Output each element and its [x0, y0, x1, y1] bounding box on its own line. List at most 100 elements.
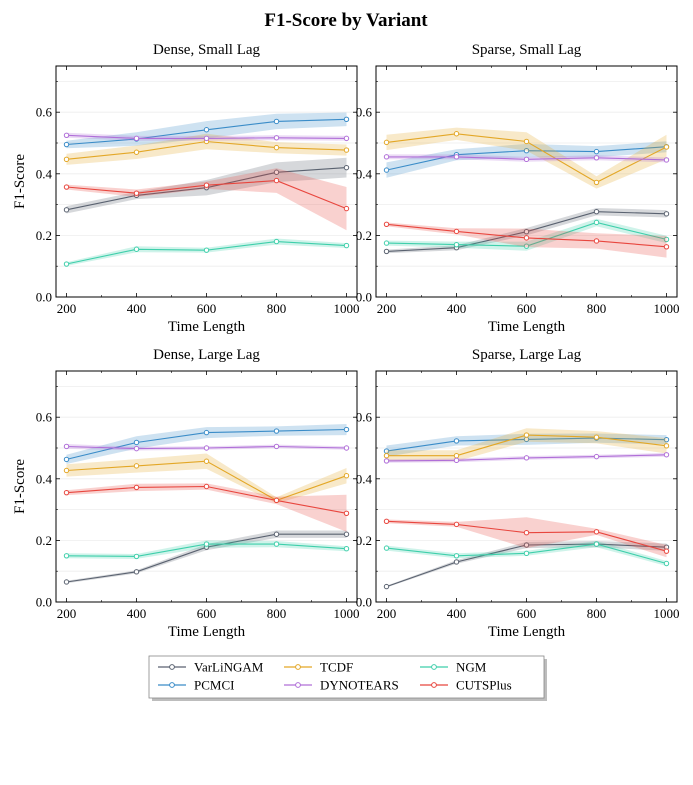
series-tcdf [383, 127, 670, 189]
panel-sparse-small-lag: 200 400 600 800 1000 0.0 0.2 0.4 0.6 Sparse, Smal… [356, 42, 680, 335]
y-axis-label: F1-Score [12, 154, 28, 209]
x-axis-label: Time Length [488, 624, 566, 640]
y-tick-label: 0.4 [36, 471, 53, 486]
figure-title: F1-Score by Variant [264, 10, 428, 31]
data-point [593, 238, 600, 244]
y-tick-label: 0.6 [356, 105, 373, 120]
legend: VarLiNGAM TCDF NGM PCMCI DYNOTEARS CUTSPlus [148, 655, 547, 701]
data-point [273, 177, 280, 184]
x-tick-label: 200 [57, 606, 77, 621]
series-ngm [63, 238, 350, 267]
series-dynotears [63, 443, 350, 452]
data-point [453, 553, 460, 559]
data-point [383, 458, 390, 464]
data-point [383, 453, 390, 459]
legend-label: DYNOTEARS [320, 678, 399, 693]
y-tick-label: 0.2 [356, 533, 372, 548]
series-dynotears [383, 154, 670, 163]
x-tick-label: 200 [377, 606, 397, 621]
data-point [273, 144, 280, 151]
data-point [593, 453, 600, 460]
data-point [593, 208, 600, 215]
data-point [663, 236, 670, 243]
data-point [663, 452, 670, 458]
data-point [593, 179, 600, 186]
data-point [133, 135, 140, 142]
axes-frame [375, 370, 678, 603]
data-point [63, 141, 70, 148]
y-tick-label: 0.0 [36, 290, 52, 305]
series-ngm [383, 541, 670, 567]
x-axis-label: Time Length [488, 319, 566, 335]
data-point [523, 550, 530, 557]
data-point [273, 497, 280, 504]
data-point [383, 545, 390, 551]
panel-title: Dense, Small Lag [153, 42, 261, 58]
data-point [523, 235, 530, 241]
data-point [273, 118, 280, 125]
data-point [343, 510, 350, 516]
y-tick-label: 0.4 [356, 166, 373, 181]
legend-entry-tcdf: TCDF [284, 660, 353, 675]
legend-entry-cutsplus: CUTSPlus [420, 678, 512, 693]
data-point [593, 155, 600, 161]
data-point [63, 579, 70, 585]
panel-title: Dense, Large Lag [153, 347, 260, 363]
data-point [273, 238, 280, 245]
data-point [63, 489, 70, 496]
data-point [453, 453, 460, 459]
data-point [133, 149, 140, 155]
data-point [63, 443, 70, 450]
data-point [343, 242, 350, 249]
data-point [383, 221, 390, 228]
x-tick-label: 600 [197, 301, 217, 316]
panel-dense-large-lag: 200 400 600 800 1000 0.0 0.2 0.4 0.6 Dense, Large… [12, 347, 360, 640]
data-point [203, 483, 210, 490]
confidence-band [66, 133, 347, 165]
data-point [273, 541, 280, 547]
data-point [133, 190, 140, 196]
data-point [63, 467, 70, 474]
data-point [203, 135, 210, 142]
legend-label: VarLiNGAM [194, 660, 264, 675]
series-cutsplus [383, 221, 670, 258]
data-point [203, 182, 210, 188]
data-point [593, 434, 600, 440]
legend-entry-varlingam: VarLiNGAM [158, 660, 264, 675]
x-tick-label: 800 [267, 606, 287, 621]
y-tick-label: 0.2 [356, 228, 372, 243]
data-point [453, 521, 460, 528]
x-tick-label: 1000 [654, 301, 680, 316]
x-axis-label: Time Length [168, 319, 246, 335]
data-point [343, 473, 350, 479]
data-point [453, 228, 460, 235]
data-point [133, 246, 140, 252]
data-point [63, 132, 70, 139]
data-point [63, 456, 70, 463]
x-tick-label: 200 [377, 301, 397, 316]
data-point [273, 135, 280, 141]
data-point [343, 164, 350, 171]
x-tick-label: 800 [587, 301, 607, 316]
x-tick-label: 600 [517, 606, 537, 621]
y-tick-label: 0.4 [356, 471, 373, 486]
y-tick-label: 0.0 [356, 595, 372, 610]
data-point [593, 529, 600, 535]
confidence-band [66, 424, 347, 464]
data-point [523, 432, 530, 438]
legend-marker [431, 664, 437, 670]
data-point [663, 560, 670, 567]
data-point [343, 205, 350, 212]
confidence-band [66, 168, 347, 231]
data-point [383, 139, 390, 146]
data-point [453, 241, 460, 248]
data-point [523, 530, 530, 536]
x-tick-label: 800 [587, 606, 607, 621]
series-cutsplus [63, 168, 350, 231]
data-point [453, 457, 460, 464]
x-tick-label: 1000 [334, 606, 360, 621]
y-tick-label: 0.4 [36, 166, 53, 181]
series-ngm [383, 218, 670, 251]
series-cutsplus [383, 517, 670, 558]
